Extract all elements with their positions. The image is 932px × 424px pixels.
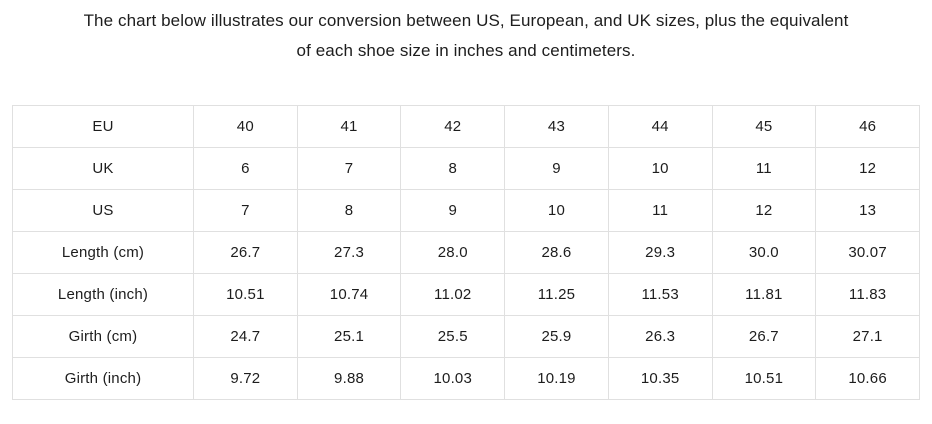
value-cell: 10.03 bbox=[400, 357, 506, 400]
row-label-cell: UK bbox=[12, 147, 194, 190]
value-cell: 12 bbox=[815, 147, 920, 190]
table-row: Girth (cm) 24.7 25.1 25.5 25.9 26.3 26.7 27.1 bbox=[12, 315, 920, 358]
value-cell: 9.88 bbox=[296, 357, 402, 400]
page-title-line-1: The chart below illustrates our conversi… bbox=[83, 11, 849, 30]
table-row: Length (inch) 10.51 10.74 11.02 11.25 11.53 11… bbox=[12, 273, 920, 316]
size-conversion-table: EU 40 41 42 43 44 45 46 UK 6 7 8 9 10 11 12 US 7 8 9 10 11 12 1… bbox=[12, 105, 920, 400]
value-cell: 41 bbox=[296, 105, 402, 148]
value-cell: 9 bbox=[400, 189, 506, 232]
row-label-cell: EU bbox=[12, 105, 194, 148]
value-cell: 28.0 bbox=[400, 231, 506, 274]
value-cell: 11.25 bbox=[504, 273, 609, 316]
value-cell: 28.6 bbox=[504, 231, 609, 274]
value-cell: 30.07 bbox=[815, 231, 920, 274]
value-cell: 24.7 bbox=[193, 315, 298, 358]
value-cell: 11.83 bbox=[815, 273, 920, 316]
value-cell: 12 bbox=[711, 189, 817, 232]
row-label-cell: Girth (inch) bbox=[12, 357, 194, 400]
value-cell: 9.72 bbox=[193, 357, 298, 400]
value-cell: 29.3 bbox=[607, 231, 713, 274]
size-chart-container: EU 40 41 42 43 44 45 46 UK 6 7 8 9 10 11 12 US 7 8 9 10 11 12 1… bbox=[12, 105, 920, 400]
value-cell: 30.0 bbox=[711, 231, 817, 274]
value-cell: 46 bbox=[815, 105, 920, 148]
value-cell: 27.1 bbox=[815, 315, 920, 358]
size-conversion-table-body: EU 40 41 42 43 44 45 46 UK 6 7 8 9 10 11 12 US 7 8 9 10 11 12 1… bbox=[12, 105, 920, 400]
value-cell: 7 bbox=[193, 189, 298, 232]
table-row: Girth (inch) 9.72 9.88 10.03 10.19 10.35 10.51… bbox=[12, 357, 920, 400]
value-cell: 7 bbox=[296, 147, 402, 190]
value-cell: 26.3 bbox=[607, 315, 713, 358]
value-cell: 10.51 bbox=[193, 273, 298, 316]
value-cell: 42 bbox=[400, 105, 506, 148]
value-cell: 10 bbox=[504, 189, 609, 232]
row-label-cell: Length (inch) bbox=[12, 273, 194, 316]
value-cell: 10.51 bbox=[711, 357, 817, 400]
row-label-cell: US bbox=[12, 189, 194, 232]
value-cell: 40 bbox=[193, 105, 298, 148]
value-cell: 26.7 bbox=[711, 315, 817, 358]
page-title: The chart below illustrates our conversi… bbox=[0, 0, 932, 66]
value-cell: 10 bbox=[607, 147, 713, 190]
value-cell: 45 bbox=[711, 105, 817, 148]
value-cell: 6 bbox=[193, 147, 298, 190]
value-cell: 25.9 bbox=[504, 315, 609, 358]
table-row: US 7 8 9 10 11 12 13 bbox=[12, 189, 920, 232]
value-cell: 25.5 bbox=[400, 315, 506, 358]
value-cell: 25.1 bbox=[296, 315, 402, 358]
value-cell: 10.35 bbox=[607, 357, 713, 400]
table-row: UK 6 7 8 9 10 11 12 bbox=[12, 147, 920, 190]
value-cell: 13 bbox=[815, 189, 920, 232]
value-cell: 11.02 bbox=[400, 273, 506, 316]
value-cell: 26.7 bbox=[193, 231, 298, 274]
table-row: EU 40 41 42 43 44 45 46 bbox=[12, 105, 920, 148]
value-cell: 43 bbox=[504, 105, 609, 148]
row-label-cell: Girth (cm) bbox=[12, 315, 194, 358]
value-cell: 27.3 bbox=[296, 231, 402, 274]
row-label-cell: Length (cm) bbox=[12, 231, 194, 274]
value-cell: 11 bbox=[607, 189, 713, 232]
value-cell: 8 bbox=[400, 147, 506, 190]
value-cell: 10.74 bbox=[296, 273, 402, 316]
page-title-line-2: of each shoe size in inches and centimet… bbox=[296, 41, 636, 60]
value-cell: 44 bbox=[607, 105, 713, 148]
value-cell: 11 bbox=[711, 147, 817, 190]
value-cell: 8 bbox=[296, 189, 402, 232]
value-cell: 11.53 bbox=[607, 273, 713, 316]
value-cell: 11.81 bbox=[711, 273, 817, 316]
value-cell: 10.19 bbox=[504, 357, 609, 400]
value-cell: 10.66 bbox=[815, 357, 920, 400]
value-cell: 9 bbox=[504, 147, 609, 190]
table-row: Length (cm) 26.7 27.3 28.0 28.6 29.3 30.0 30.07 bbox=[12, 231, 920, 274]
